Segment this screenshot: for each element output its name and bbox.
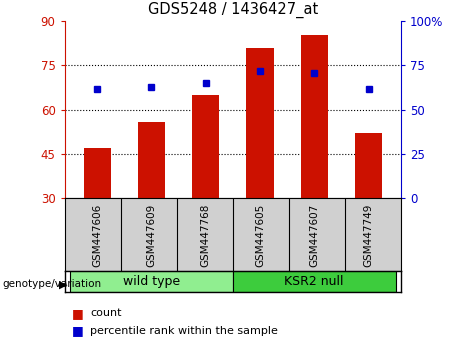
Text: GSM447607: GSM447607 [309,204,319,267]
Text: genotype/variation: genotype/variation [2,279,101,289]
Text: GSM447749: GSM447749 [364,204,373,267]
Bar [246,48,273,198]
Bar [192,95,219,198]
Bar [70,271,233,292]
Text: ■: ■ [71,307,83,320]
Text: KSR2 null: KSR2 null [284,275,344,288]
Text: count: count [90,308,121,318]
Text: GSM447606: GSM447606 [92,204,102,267]
Text: ▶: ▶ [59,279,67,289]
Text: percentile rank within the sample: percentile rank within the sample [90,326,278,336]
Text: wild type: wild type [123,275,180,288]
Bar [233,271,396,292]
Bar [138,121,165,198]
Text: GSM447768: GSM447768 [201,204,211,267]
Text: ■: ■ [71,325,83,337]
Title: GDS5248 / 1436427_at: GDS5248 / 1436427_at [148,2,318,18]
Bar [301,34,328,198]
Bar [355,133,382,198]
Text: GSM447609: GSM447609 [147,204,156,267]
Bar [83,148,111,198]
Text: GSM447605: GSM447605 [255,204,265,267]
